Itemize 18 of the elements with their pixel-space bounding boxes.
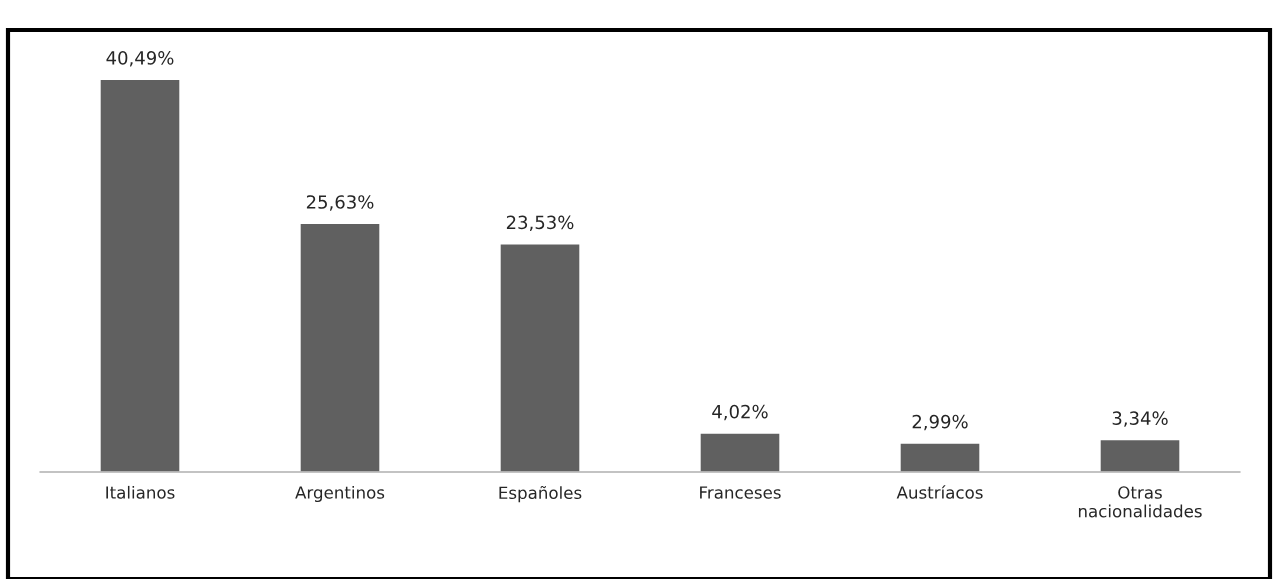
x-tick-label: Otras nacionalidades xyxy=(1078,486,1202,518)
x-tick-label: Españoles xyxy=(499,485,582,503)
bar xyxy=(299,222,381,472)
data-label: 2,99% xyxy=(912,414,968,431)
x-tick-label: Italianos xyxy=(106,485,175,499)
bar xyxy=(499,243,581,472)
data-label: 3,34% xyxy=(1112,411,1168,427)
bar xyxy=(1099,438,1181,472)
bar xyxy=(899,442,981,472)
data-label: 23,53% xyxy=(506,215,574,232)
x-tick-label: Austríacos xyxy=(896,485,983,499)
x-tick-label: Argentinos xyxy=(295,485,385,503)
data-label: 4,02% xyxy=(712,404,768,421)
data-label: 40,49% xyxy=(106,51,174,67)
x-tick-label: Franceses xyxy=(700,486,781,499)
data-label: 25,63% xyxy=(306,195,374,211)
bar xyxy=(699,432,781,472)
bar xyxy=(99,78,181,472)
